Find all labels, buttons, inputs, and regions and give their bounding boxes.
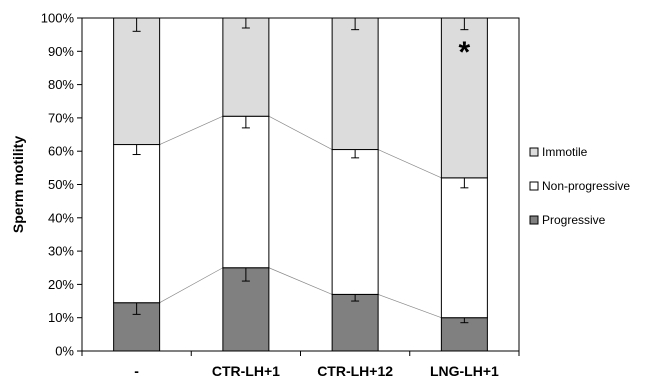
y-tick-label: 30% — [48, 244, 74, 259]
bar-non-progressive — [113, 144, 161, 304]
bar-immotile — [222, 17, 270, 117]
x-tick-label: LNG-LH+1 — [430, 363, 499, 379]
legend-item: Progressive — [529, 213, 606, 227]
legend-swatch — [529, 147, 539, 157]
bar-non-progressive — [222, 115, 270, 269]
legend: Immotile Non-progressive Progressive — [529, 145, 630, 227]
bar-progressive — [440, 317, 488, 352]
y-tick-label: 60% — [48, 144, 74, 159]
y-axis: 0% 10% 20% 30% 40% 50% 60% 70% 80% 90% 100% — [41, 11, 82, 359]
x-tick-label: CTR-LH+12 — [317, 363, 393, 379]
bar-non-progressive — [440, 177, 488, 319]
bar-immotile — [113, 17, 161, 146]
connector-line — [268, 267, 333, 295]
y-tick-label: 20% — [48, 277, 74, 292]
x-tick-label: CTR-LH+1 — [212, 363, 280, 379]
error-bars — [132, 18, 469, 324]
legend-label: Immotile — [542, 145, 588, 159]
connector-line — [377, 149, 442, 179]
y-tick-label: 70% — [48, 110, 74, 125]
significance-asterisk: * — [459, 36, 471, 69]
legend-item: Non-progressive — [529, 179, 630, 193]
connector-line — [159, 115, 224, 145]
y-tick-label: 90% — [48, 44, 74, 59]
y-tick-label: 100% — [41, 11, 75, 26]
x-tick-label: - — [134, 363, 139, 379]
bar-immotile — [331, 17, 379, 151]
connector-line — [159, 267, 224, 304]
y-tick-label: 40% — [48, 210, 74, 225]
annotations: * — [459, 36, 471, 69]
bar-immotile — [440, 17, 488, 179]
bar-progressive — [222, 267, 270, 352]
legend-swatch — [529, 181, 539, 191]
connector-lines — [159, 115, 442, 319]
y-tick-label: 10% — [48, 310, 74, 325]
y-tick-label: 50% — [48, 177, 74, 192]
y-tick-label: 0% — [55, 344, 74, 359]
x-axis: - CTR-LH+1 CTR-LH+12 LNG-LH+1 — [81, 351, 520, 379]
bar-non-progressive — [331, 149, 379, 295]
bar-progressive — [331, 293, 379, 352]
y-tick-label: 80% — [48, 77, 74, 92]
y-axis-label: Sperm motility — [10, 136, 26, 233]
connector-line — [268, 115, 333, 150]
legend-swatch — [529, 215, 539, 225]
legend-item: Immotile — [529, 145, 588, 159]
legend-label: Non-progressive — [542, 179, 630, 193]
connector-line — [378, 294, 442, 319]
legend-label: Progressive — [542, 213, 606, 227]
